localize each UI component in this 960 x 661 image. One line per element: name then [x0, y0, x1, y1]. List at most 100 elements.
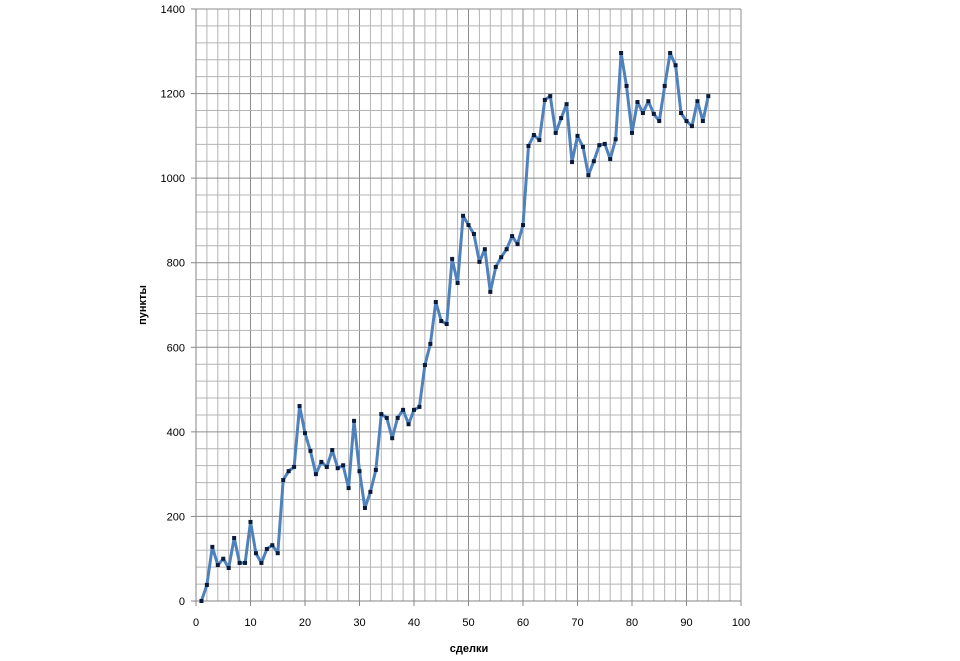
data-point [646, 99, 651, 104]
data-point [281, 478, 286, 483]
data-point [515, 242, 520, 247]
data-point [624, 83, 629, 88]
data-point [635, 100, 640, 105]
y-tick-label: 1400 [161, 4, 185, 16]
data-point [689, 124, 694, 129]
data-point [597, 143, 602, 148]
data-point [504, 247, 509, 252]
data-point [564, 102, 569, 107]
axes [191, 8, 742, 606]
data-point [248, 519, 253, 524]
data-point [679, 111, 684, 116]
data-point [401, 407, 406, 412]
data-point [373, 467, 378, 472]
x-tick-label: 10 [244, 617, 256, 629]
data-point [259, 560, 264, 565]
y-tick-label: 1000 [161, 173, 185, 185]
data-point [346, 486, 351, 491]
data-point [335, 466, 340, 471]
data-point [204, 582, 209, 587]
data-point [264, 546, 269, 551]
data-point [662, 83, 667, 88]
data-point [433, 300, 438, 305]
data-point-markers [199, 50, 711, 603]
data-point [613, 137, 618, 142]
data-point [537, 138, 542, 143]
data-point [221, 556, 226, 561]
series-line [199, 51, 710, 602]
data-point [362, 505, 367, 510]
data-point [651, 111, 656, 116]
data-point [455, 281, 460, 286]
y-tick-label: 800 [167, 258, 185, 270]
data-point [477, 259, 482, 264]
y-tick-label: 1200 [161, 89, 185, 101]
data-point [199, 599, 204, 603]
data-point [640, 111, 645, 116]
data-point [379, 412, 384, 417]
data-point [575, 133, 580, 138]
y-tick-label: 0 [179, 596, 185, 608]
data-point [232, 535, 237, 540]
data-point [395, 415, 400, 420]
data-point [308, 448, 313, 453]
data-point [471, 231, 476, 236]
y-axis-title: пункты [137, 285, 149, 325]
x-tick-label: 50 [462, 617, 474, 629]
data-point [275, 551, 280, 556]
data-point [215, 563, 220, 568]
data-point [630, 130, 634, 135]
data-point [330, 448, 335, 453]
data-point [548, 94, 553, 99]
data-point [237, 560, 242, 565]
x-tick-label: 90 [680, 617, 692, 629]
data-point [406, 422, 411, 427]
data-point [619, 50, 624, 55]
data-point [580, 144, 585, 149]
data-point [684, 119, 689, 124]
data-point [226, 566, 231, 571]
data-point [586, 173, 591, 178]
x-tick-label: 100 [732, 617, 750, 629]
x-tick-label: 0 [193, 617, 199, 629]
data-point [466, 223, 471, 228]
data-point [461, 213, 466, 218]
data-point [499, 255, 504, 260]
data-point [510, 234, 515, 239]
x-tick-label: 20 [299, 617, 311, 629]
data-point [439, 319, 444, 324]
data-point [602, 141, 607, 146]
x-axis-title: сделки [450, 643, 488, 655]
x-tick-label: 60 [517, 617, 529, 629]
data-point [673, 63, 678, 68]
data-point [559, 116, 564, 121]
data-point [253, 551, 258, 556]
data-point [286, 469, 291, 474]
data-point [706, 94, 711, 99]
data-point [444, 322, 449, 327]
data-point [412, 407, 416, 412]
data-point [493, 264, 498, 269]
data-point [390, 436, 395, 441]
data-point [292, 464, 297, 469]
data-point [270, 543, 275, 548]
x-axis-tick-labels: 0 10 20 30 40 50 60 70 80 90 100 [193, 617, 750, 629]
data-point [384, 415, 389, 420]
data-point [570, 160, 575, 165]
data-point [422, 363, 427, 368]
data-point [482, 247, 487, 252]
x-tick-label: 30 [353, 617, 365, 629]
data-point [657, 119, 662, 124]
y-tick-label: 200 [167, 511, 185, 523]
data-point [210, 544, 215, 549]
y-tick-label: 400 [167, 427, 185, 439]
data-point [521, 223, 525, 228]
data-point [341, 463, 346, 468]
data-point [352, 418, 357, 423]
data-point [668, 50, 673, 55]
data-point [313, 472, 318, 477]
data-point [243, 560, 248, 565]
data-point [319, 459, 324, 464]
data-point [526, 144, 531, 149]
